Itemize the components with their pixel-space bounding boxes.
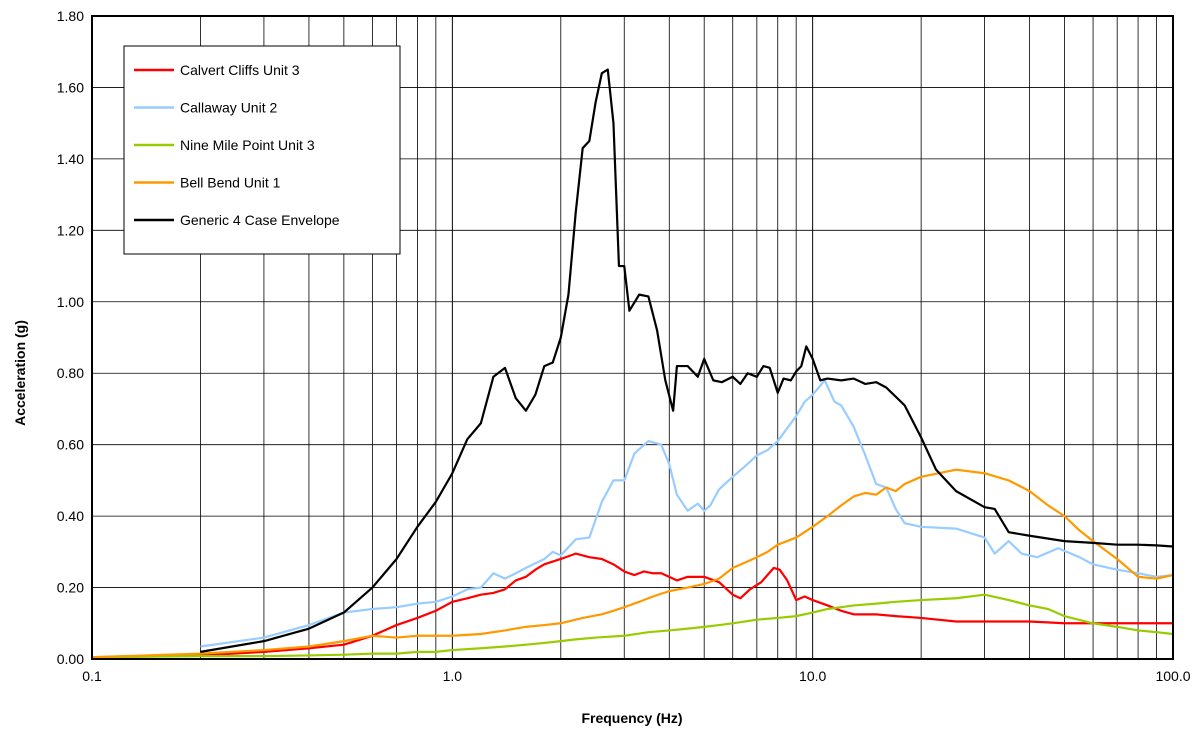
y-tick-label: 0.00 <box>57 651 84 667</box>
y-tick-label: 0.80 <box>57 365 84 381</box>
series-line-1 <box>91 552 1173 659</box>
y-tick-label: 0.20 <box>57 580 84 596</box>
plot-frame <box>91 15 1174 660</box>
series-line-4 <box>91 468 1174 659</box>
x-tick-label: 1.0 <box>443 668 463 684</box>
legend-label-2: Callaway Unit 2 <box>180 100 277 116</box>
series-lines <box>91 68 1174 659</box>
series-line-2 <box>200 379 1174 648</box>
y-tick-label: 1.20 <box>57 222 84 238</box>
y-axis-title: Acceleration (g) <box>12 320 28 426</box>
legend-label-1: Calvert Cliffs Unit 3 <box>180 62 300 78</box>
y-tick-label: 1.80 <box>57 8 84 24</box>
series-line-3 <box>91 593 1174 659</box>
legend: Calvert Cliffs Unit 3 Callaway Unit 2 Nine… <box>123 45 401 255</box>
y-tick-label: 1.60 <box>57 79 84 95</box>
axes: 0.00 0.20 0.40 0.60 0.80 1.00 1.20 1.40 1.60 1.80… <box>57 8 1191 684</box>
x-axis-title: Frequency (Hz) <box>581 710 682 726</box>
x-tick-label: 10.0 <box>799 668 826 684</box>
y-tick-label: 1.40 <box>57 151 84 167</box>
x-tick-label: 100.0 <box>1155 668 1190 684</box>
legend-label-4: Bell Bend Unit 1 <box>180 175 281 191</box>
legend-label-5: Generic 4 Case Envelope <box>180 212 340 228</box>
y-tick-label: 1.00 <box>57 294 84 310</box>
x-tick-label: 0.1 <box>82 668 102 684</box>
y-tick-label: 0.40 <box>57 508 84 524</box>
y-tick-label: 0.60 <box>57 437 84 453</box>
series-line-5 <box>200 68 1174 653</box>
legend-label-3: Nine Mile Point Unit 3 <box>180 137 315 153</box>
